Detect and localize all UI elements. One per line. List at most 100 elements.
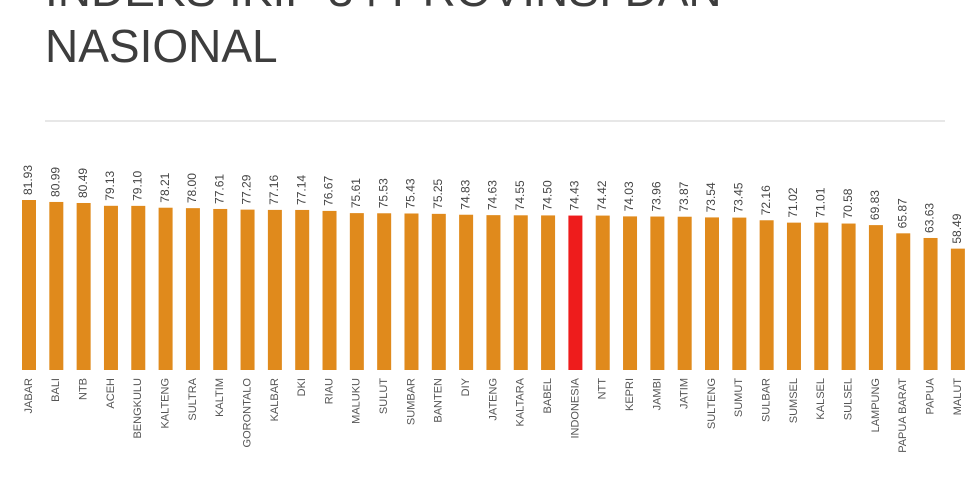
x-tick-label: DIY <box>460 377 472 396</box>
x-tick-label: JATENG <box>487 378 499 421</box>
value-label: 73.87 <box>677 181 691 211</box>
value-label: 78.21 <box>158 172 172 202</box>
bar <box>623 216 638 370</box>
x-tick-label: NTB <box>78 378 90 400</box>
x-tick-label: JABAR <box>23 378 35 414</box>
bar <box>322 210 337 370</box>
value-label: 77.29 <box>240 174 254 204</box>
x-tick-label: KALBAR <box>269 378 281 421</box>
value-label: 81.93 <box>21 165 35 195</box>
value-label: 73.54 <box>704 182 718 212</box>
value-label: 74.03 <box>622 181 636 211</box>
value-label: 71.01 <box>813 187 827 217</box>
value-label: 77.16 <box>267 175 281 205</box>
value-label: 75.53 <box>376 178 390 208</box>
x-tick-label: DKI <box>296 378 308 396</box>
value-label: 76.67 <box>322 176 336 206</box>
bar <box>185 208 200 370</box>
bar <box>213 208 228 370</box>
value-label: 77.61 <box>212 174 226 204</box>
bar <box>377 213 392 370</box>
x-tick-label: KALTARA <box>515 377 527 426</box>
x-tick-label: SULUT <box>378 378 390 414</box>
x-tick-label: SULTRA <box>187 377 199 420</box>
x-tick-label: BABEL <box>542 378 554 413</box>
bar <box>49 201 64 370</box>
x-tick-label: SUMUT <box>733 378 745 417</box>
bar <box>786 222 801 370</box>
x-tick-label: BALI <box>50 378 62 402</box>
value-label: 75.61 <box>349 178 363 208</box>
bar <box>814 222 829 370</box>
value-label: 71.02 <box>786 187 800 217</box>
bar <box>896 233 911 370</box>
bar <box>868 225 883 370</box>
bar <box>841 223 856 370</box>
bar <box>595 215 610 370</box>
bar <box>459 214 474 370</box>
value-label: 75.43 <box>404 178 418 208</box>
bar <box>240 209 255 370</box>
value-label: 78.00 <box>185 173 199 203</box>
bar <box>732 217 747 370</box>
x-tick-label: PAPUA BARAT <box>897 378 909 453</box>
value-label: 74.42 <box>595 180 609 210</box>
value-label: 65.87 <box>895 198 909 228</box>
x-tick-label: BANTEN <box>433 378 445 423</box>
x-tick-label: GORONTALO <box>241 378 253 448</box>
x-tick-label: JAMBI <box>651 378 663 410</box>
x-tick-label: KALTIM <box>214 378 226 417</box>
x-tick-label: ACEH <box>105 378 117 409</box>
x-tick-label: NTT <box>597 378 609 400</box>
bar <box>76 202 91 370</box>
x-tick-label: INDONESIA <box>569 377 581 438</box>
x-tick-label: SULBAR <box>761 378 773 422</box>
bar <box>568 215 583 370</box>
x-tick-label: MALUKU <box>351 378 363 424</box>
value-label: 80.99 <box>48 167 62 197</box>
x-tick-label: SUMBAR <box>405 378 417 425</box>
bar <box>705 217 719 370</box>
value-label: 72.16 <box>759 185 773 215</box>
bar <box>22 200 36 370</box>
value-label: 63.63 <box>923 203 937 233</box>
value-label: 79.13 <box>103 170 117 200</box>
x-tick-label: PAPUA <box>924 377 936 414</box>
value-label: 74.83 <box>458 179 472 209</box>
x-tick-label: BENGKULU <box>132 378 144 439</box>
bar <box>431 213 446 370</box>
x-tick-label: RIAU <box>323 378 335 404</box>
bar <box>131 205 146 370</box>
bar <box>950 248 965 370</box>
bar <box>513 215 528 370</box>
x-tick-label: SULTENG <box>706 378 718 429</box>
bar <box>295 209 310 370</box>
value-label: 73.96 <box>650 181 664 211</box>
bar <box>486 215 501 370</box>
value-label: 74.63 <box>486 180 500 210</box>
x-tick-label: SUMSEL <box>788 378 800 423</box>
x-tick-label: SULSEL <box>843 378 855 420</box>
value-label: 75.25 <box>431 179 445 209</box>
x-tick-label: MALUT <box>952 378 964 416</box>
value-label: 58.49 <box>950 213 964 243</box>
value-label: 74.50 <box>540 180 554 210</box>
x-tick-label: LAMPUNG <box>870 378 882 432</box>
bar <box>404 213 419 370</box>
x-tick-label: JATIM <box>679 378 691 409</box>
bar <box>541 215 556 370</box>
x-tick-label: KEPRI <box>624 378 636 411</box>
value-label: 73.45 <box>731 182 745 212</box>
bar <box>349 213 364 370</box>
x-tick-label: KALSEL <box>815 378 827 420</box>
value-label: 74.55 <box>513 180 527 210</box>
x-tick-label: KALTENG <box>160 378 172 429</box>
chart-title: INDEKS IKIP 34 PROVINSI DAN NASIONAL <box>45 0 722 72</box>
bar <box>677 216 692 370</box>
value-label: 74.43 <box>568 180 582 210</box>
value-label: 69.83 <box>868 190 882 220</box>
bar <box>103 205 118 370</box>
value-label: 80.49 <box>76 168 90 198</box>
